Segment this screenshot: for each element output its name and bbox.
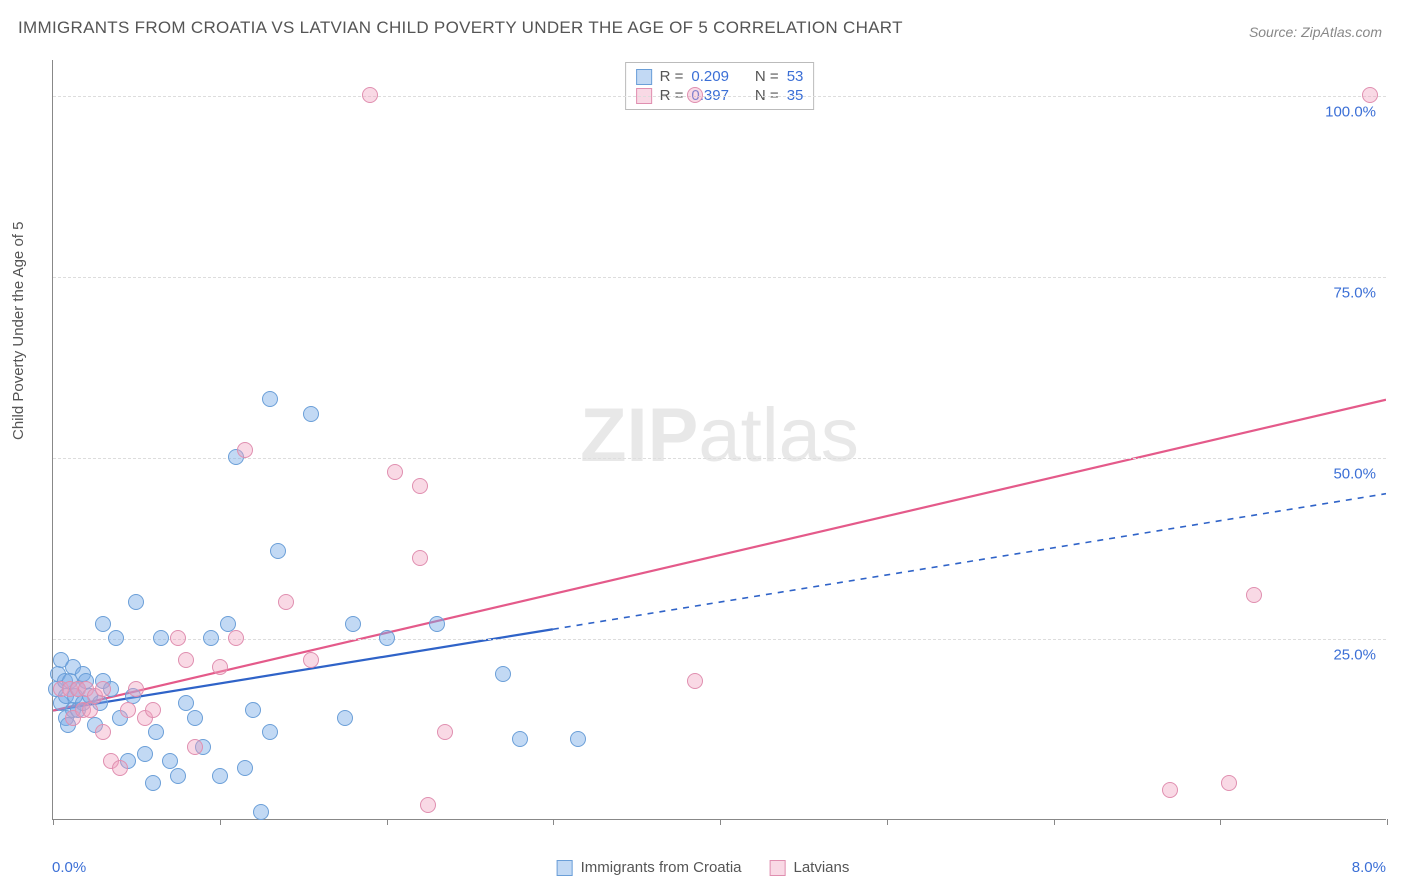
data-point xyxy=(212,768,228,784)
x-tick xyxy=(720,819,721,825)
data-point xyxy=(337,710,353,726)
data-point xyxy=(112,760,128,776)
legend-swatch xyxy=(557,860,573,876)
data-point xyxy=(303,652,319,668)
data-point xyxy=(379,630,395,646)
data-point xyxy=(170,630,186,646)
trend-line-dashed xyxy=(553,494,1386,630)
data-point xyxy=(153,630,169,646)
x-tick-label: 0.0% xyxy=(52,859,86,876)
legend-series-item: Latvians xyxy=(770,859,850,876)
watermark-bold: ZIP xyxy=(580,393,698,478)
data-point xyxy=(187,739,203,755)
y-tick-label: 25.0% xyxy=(1333,647,1376,664)
data-point xyxy=(1246,587,1262,603)
legend-series-item: Immigrants from Croatia xyxy=(557,859,742,876)
data-point xyxy=(437,724,453,740)
data-point xyxy=(345,616,361,632)
x-tick xyxy=(387,819,388,825)
trend-line-solid xyxy=(53,400,1386,711)
data-point xyxy=(253,804,269,820)
data-point xyxy=(237,442,253,458)
data-point xyxy=(145,702,161,718)
legend-r-label: R = xyxy=(660,68,684,85)
data-point xyxy=(303,406,319,422)
data-point xyxy=(178,652,194,668)
y-tick-label: 50.0% xyxy=(1333,466,1376,483)
data-point xyxy=(95,681,111,697)
gridline xyxy=(53,639,1386,640)
y-tick-label: 100.0% xyxy=(1325,104,1376,121)
gridline xyxy=(53,458,1386,459)
data-point xyxy=(429,616,445,632)
data-point xyxy=(237,760,253,776)
data-point xyxy=(228,630,244,646)
legend-r-value: 0.209 xyxy=(691,68,729,85)
data-point xyxy=(412,478,428,494)
watermark-text: ZIPatlas xyxy=(580,392,859,479)
legend-stats: R =0.209N =53R =0.397N =35 xyxy=(625,62,815,110)
data-point xyxy=(245,702,261,718)
data-point xyxy=(495,666,511,682)
gridline xyxy=(53,96,1386,97)
x-tick xyxy=(220,819,221,825)
data-point xyxy=(187,710,203,726)
data-point xyxy=(570,731,586,747)
y-tick-label: 75.0% xyxy=(1333,285,1376,302)
data-point xyxy=(95,724,111,740)
legend-series-label: Latvians xyxy=(794,859,850,876)
data-point xyxy=(203,630,219,646)
data-point xyxy=(1221,775,1237,791)
x-tick xyxy=(53,819,54,825)
data-point xyxy=(120,702,136,718)
plot-area: ZIPatlas R =0.209N =53R =0.397N =35 25.0… xyxy=(52,60,1386,820)
data-point xyxy=(162,753,178,769)
data-point xyxy=(82,702,98,718)
data-point xyxy=(262,391,278,407)
data-point xyxy=(212,659,228,675)
data-point xyxy=(148,724,164,740)
gridline xyxy=(53,277,1386,278)
x-tick xyxy=(553,819,554,825)
data-point xyxy=(108,630,124,646)
data-point xyxy=(1362,87,1378,103)
data-point xyxy=(278,594,294,610)
data-point xyxy=(262,724,278,740)
legend-n-label: N = xyxy=(755,68,779,85)
legend-stats-row: R = 0.209 N = 53 xyxy=(636,67,804,86)
legend-swatch xyxy=(636,69,652,85)
data-point xyxy=(420,797,436,813)
data-point xyxy=(137,746,153,762)
chart-title: IMMIGRANTS FROM CROATIA VS LATVIAN CHILD… xyxy=(18,18,903,38)
data-point xyxy=(220,616,236,632)
data-point xyxy=(687,673,703,689)
x-tick xyxy=(1387,819,1388,825)
legend-series: Immigrants from Croatia Latvians xyxy=(557,859,850,876)
data-point xyxy=(687,87,703,103)
x-tick-label: 8.0% xyxy=(1352,859,1386,876)
legend-series-label: Immigrants from Croatia xyxy=(581,859,742,876)
data-point xyxy=(270,543,286,559)
data-point xyxy=(145,775,161,791)
data-point xyxy=(1162,782,1178,798)
data-point xyxy=(95,616,111,632)
y-axis-label: Child Poverty Under the Age of 5 xyxy=(10,222,27,440)
watermark-light: atlas xyxy=(698,393,859,478)
data-point xyxy=(128,681,144,697)
x-tick xyxy=(1220,819,1221,825)
x-tick xyxy=(887,819,888,825)
x-tick xyxy=(1054,819,1055,825)
data-point xyxy=(387,464,403,480)
source-attribution: Source: ZipAtlas.com xyxy=(1249,24,1382,40)
legend-n-value: 53 xyxy=(787,68,804,85)
legend-swatch xyxy=(770,860,786,876)
data-point xyxy=(412,550,428,566)
data-point xyxy=(170,768,186,784)
data-point xyxy=(128,594,144,610)
data-point xyxy=(362,87,378,103)
data-point xyxy=(178,695,194,711)
data-point xyxy=(512,731,528,747)
